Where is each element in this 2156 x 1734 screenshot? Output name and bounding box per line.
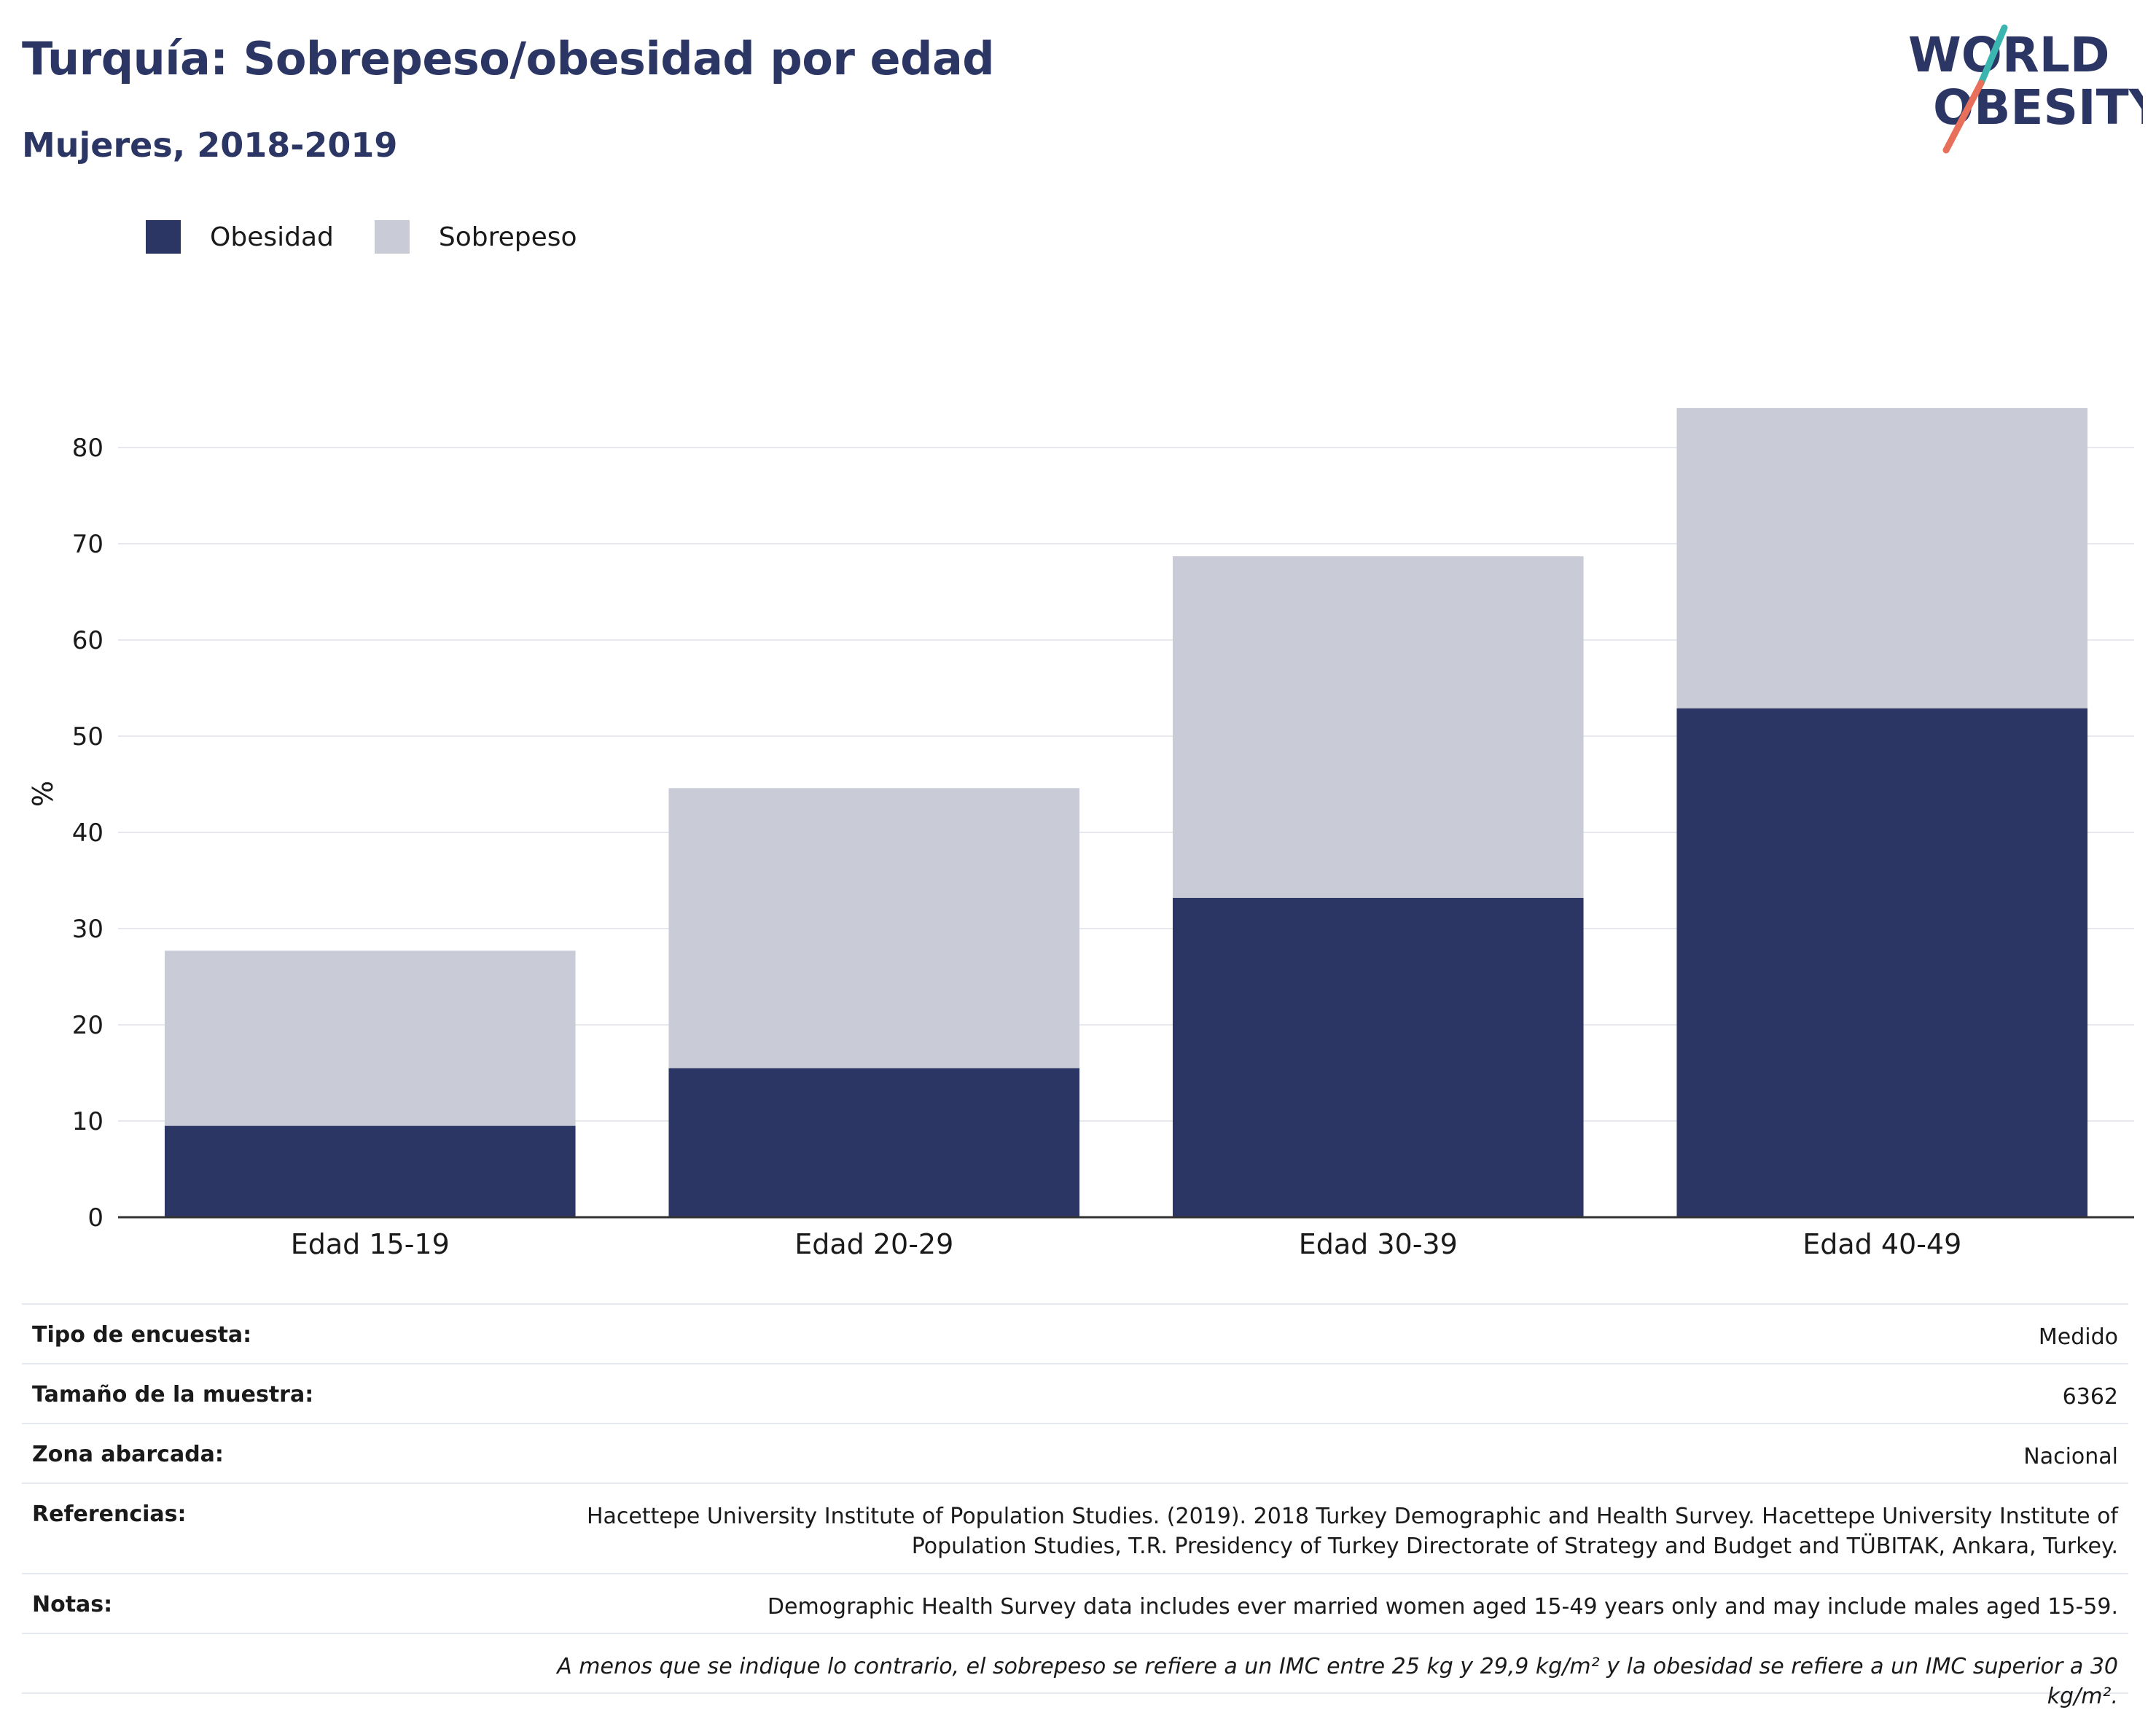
y-tick-label: 20 [72,1011,103,1040]
y-tick-label: 10 [72,1107,103,1136]
bar-sobrepeso [1172,556,1584,898]
bar-obesidad [668,1068,1080,1217]
info-row-notes: Notas: Demographic Health Survey data in… [22,1573,2128,1633]
y-tick-label: 0 [87,1203,103,1233]
info-value: Demographic Health Survey data includes … [767,1594,2118,1620]
stacked-bar-chart: 0 10 20 30 40 50 60 70 80% Edad 15-19 Edad 20-29 Ed… [27,407,2134,1260]
y-tick-label: 50 [72,722,103,751]
y-tick-label: 40 [72,819,103,848]
legend-swatch-sobrepeso [374,220,410,254]
legend-label-obesidad: Obesidad [210,222,334,252]
x-tick-label: Edad 40-49 [1802,1228,1961,1260]
info-key: Referencias: [32,1501,187,1527]
x-tick-label: Edad 30-39 [1299,1228,1458,1260]
legend-swatch-obesidad [146,220,181,254]
info-row-coverage: Zona abarcada: Nacional [22,1423,2128,1483]
logo-slash-teal [1977,24,2008,87]
info-key: Tamaño de la muestra: [32,1382,314,1407]
info-row-survey-type: Tipo de encuesta: Medido [22,1303,2128,1363]
survey-info-table: Tipo de encuesta: Medido Tamaño de la mu… [22,1303,2128,1709]
info-key: Tipo de encuesta: [32,1322,252,1348]
legend-item-obesidad: Obesidad [146,220,334,254]
chart-legend: Obesidad Sobrepeso [146,220,618,254]
info-row-references: Referencias: Hacettepe University Instit… [22,1483,2128,1573]
info-value: Medido [2038,1324,2118,1350]
logo-slash-coral [1942,79,1985,154]
info-footnote: A menos que se indique lo contrario, el … [22,1633,2128,1709]
bar-obesidad [1676,708,2088,1217]
x-tick-label: Edad 20-29 [794,1228,953,1260]
bar-sobrepeso [1676,407,2088,708]
y-tick-label: 70 [72,530,103,559]
y-tick-label: 60 [72,626,103,655]
legend-item-sobrepeso: Sobrepeso [374,220,577,254]
chart-subtitle: Mujeres, 2018-2019 [22,125,398,165]
chart-title: Turquía: Sobrepeso/obesidad por edad [22,32,995,85]
info-value: 6362 [2062,1384,2118,1410]
info-key: Notas: [32,1592,113,1617]
legend-label-sobrepeso: Sobrepeso [438,222,577,252]
world-obesity-logo: WORLD OBESITY [1908,24,2143,154]
info-value: Nacional [2023,1444,2118,1469]
bar-sobrepeso [668,788,1080,1069]
info-value: Hacettepe University Institute of Popula… [586,1504,2118,1559]
logo-text-world: WORLD [1908,27,2110,83]
y-axis-label: % [27,781,59,807]
bar-obesidad [164,1125,576,1217]
y-tick-label: 80 [72,434,103,463]
footnote-text: A menos que se indique lo contrario, el … [557,1654,2118,1709]
bar-sobrepeso [164,950,576,1126]
logo-text-obesity: OBESITY [1933,79,2143,136]
info-key: Zona abarcada: [32,1442,224,1467]
y-tick-label: 30 [72,915,103,944]
info-row-sample-size: Tamaño de la muestra: 6362 [22,1363,2128,1423]
bar-obesidad [1172,897,1584,1217]
x-tick-label: Edad 15-19 [291,1228,450,1260]
